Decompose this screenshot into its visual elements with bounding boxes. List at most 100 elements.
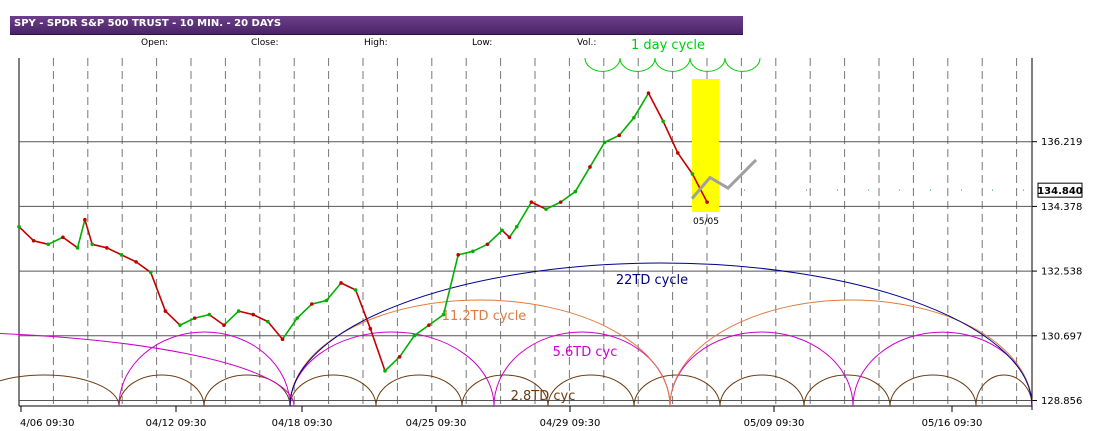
low-label: Low: [472,38,493,48]
price-point [676,151,680,155]
projection-line [690,158,758,200]
price-point [178,323,182,327]
cycle-arc-1day [619,57,656,72]
price-segment [340,282,357,291]
x-tick-label: 05/09 09:30 [744,418,805,429]
price-point [61,235,65,240]
price-segment [384,356,401,372]
cycle-arc-2-8td [0,374,120,407]
chart-title: SPY - SPDR S&P 500 TRUST - 10 MIN. - 20 … [14,18,282,29]
price-segment [413,324,430,337]
price-point [280,337,285,342]
price-point [251,312,256,317]
y-tick-label: 136.219 [1041,137,1082,148]
price-point [646,91,651,95]
price-segment [311,299,327,305]
y-tick-label: 134.378 [1041,202,1082,213]
price-segment [252,313,269,323]
open-label: Open: [141,38,169,48]
high-label: High: [364,38,388,48]
price-point [192,316,197,320]
price-segment [179,317,196,326]
price-point [427,323,431,327]
price-point [148,270,153,275]
price-segment [164,310,181,326]
price-segment [428,313,445,326]
price-point [105,246,109,250]
price-segment [33,240,49,246]
cycle-arc-2-8td [633,374,721,407]
price-point [236,309,241,313]
price-point [514,224,519,229]
price-segment [531,201,547,210]
price-point [295,316,299,320]
price-segment [472,243,488,253]
cycle-arc-2-8td [975,374,1033,407]
cycle-arc-22td [289,262,1033,407]
price-point [632,115,636,120]
price-segment [194,313,210,319]
current-price-box [1037,182,1083,198]
cycle-arc-5-6td [0,332,295,407]
price-segment [135,261,152,274]
price-segment [238,310,254,316]
price-point [588,165,592,169]
cycle-arc-1day [689,57,726,72]
cycle-label-11-2td: 11.2TD cycle [442,309,527,324]
price-point [46,242,51,247]
chart-title-bar: SPY - SPDR S&P 500 TRUST - 10 MIN. - 20 … [10,16,743,35]
price-point [544,207,548,211]
price-point [324,298,329,303]
price-point [661,119,665,124]
price-segment [398,335,415,358]
cycle-arc-11-2td [669,299,1033,407]
price-segment [18,226,35,242]
vol-label: Vol.: [577,38,597,48]
price-point [690,172,695,176]
x-tick-label: 05/16 09:30 [922,418,983,429]
price-point [485,242,490,247]
cycle-arc-5-6td [118,331,291,407]
cycle-arc-11-2td [289,299,671,407]
price-segment [208,313,225,326]
x-tick-label: 4/06 09:30 [20,418,74,429]
price-segment [325,282,342,302]
price-point [353,288,358,292]
price-point [134,260,138,264]
price-segment [545,201,562,210]
price-point [75,246,80,250]
price-point [397,354,402,359]
price-segment [633,92,650,119]
price-segment [369,328,386,372]
cycle-arc-2-8td [461,374,549,407]
price-segment [677,152,694,175]
price-point [441,312,446,317]
cycle-arc-2-8td [889,374,977,407]
price-point [500,228,504,233]
price-point [705,200,709,204]
cycle-arc-1day [584,57,621,72]
price-segment [92,243,108,249]
price-segment [442,254,459,315]
price-point [602,140,607,145]
cycle-arc-2-8td [803,374,891,407]
price-point [412,333,417,338]
cycle-arc-5-6td [669,331,854,407]
cycle-label-22td: 22TD cycle [616,273,688,288]
close-label: Close: [251,38,279,48]
price-point [456,253,461,257]
cycle-label-5-6td: 5.6TD cyc [553,345,618,360]
price-segment [574,166,591,192]
price-point [368,326,373,331]
y-tick-label: 132.538 [1041,267,1082,278]
price-point [266,319,270,324]
price-point [558,200,563,204]
price-segment [458,250,474,256]
price-point [471,249,475,254]
price-point [119,253,124,257]
price-point [90,242,94,247]
x-tick-label: 04/18 09:30 [272,418,333,429]
price-segment [281,317,298,340]
price-segment [508,226,518,238]
